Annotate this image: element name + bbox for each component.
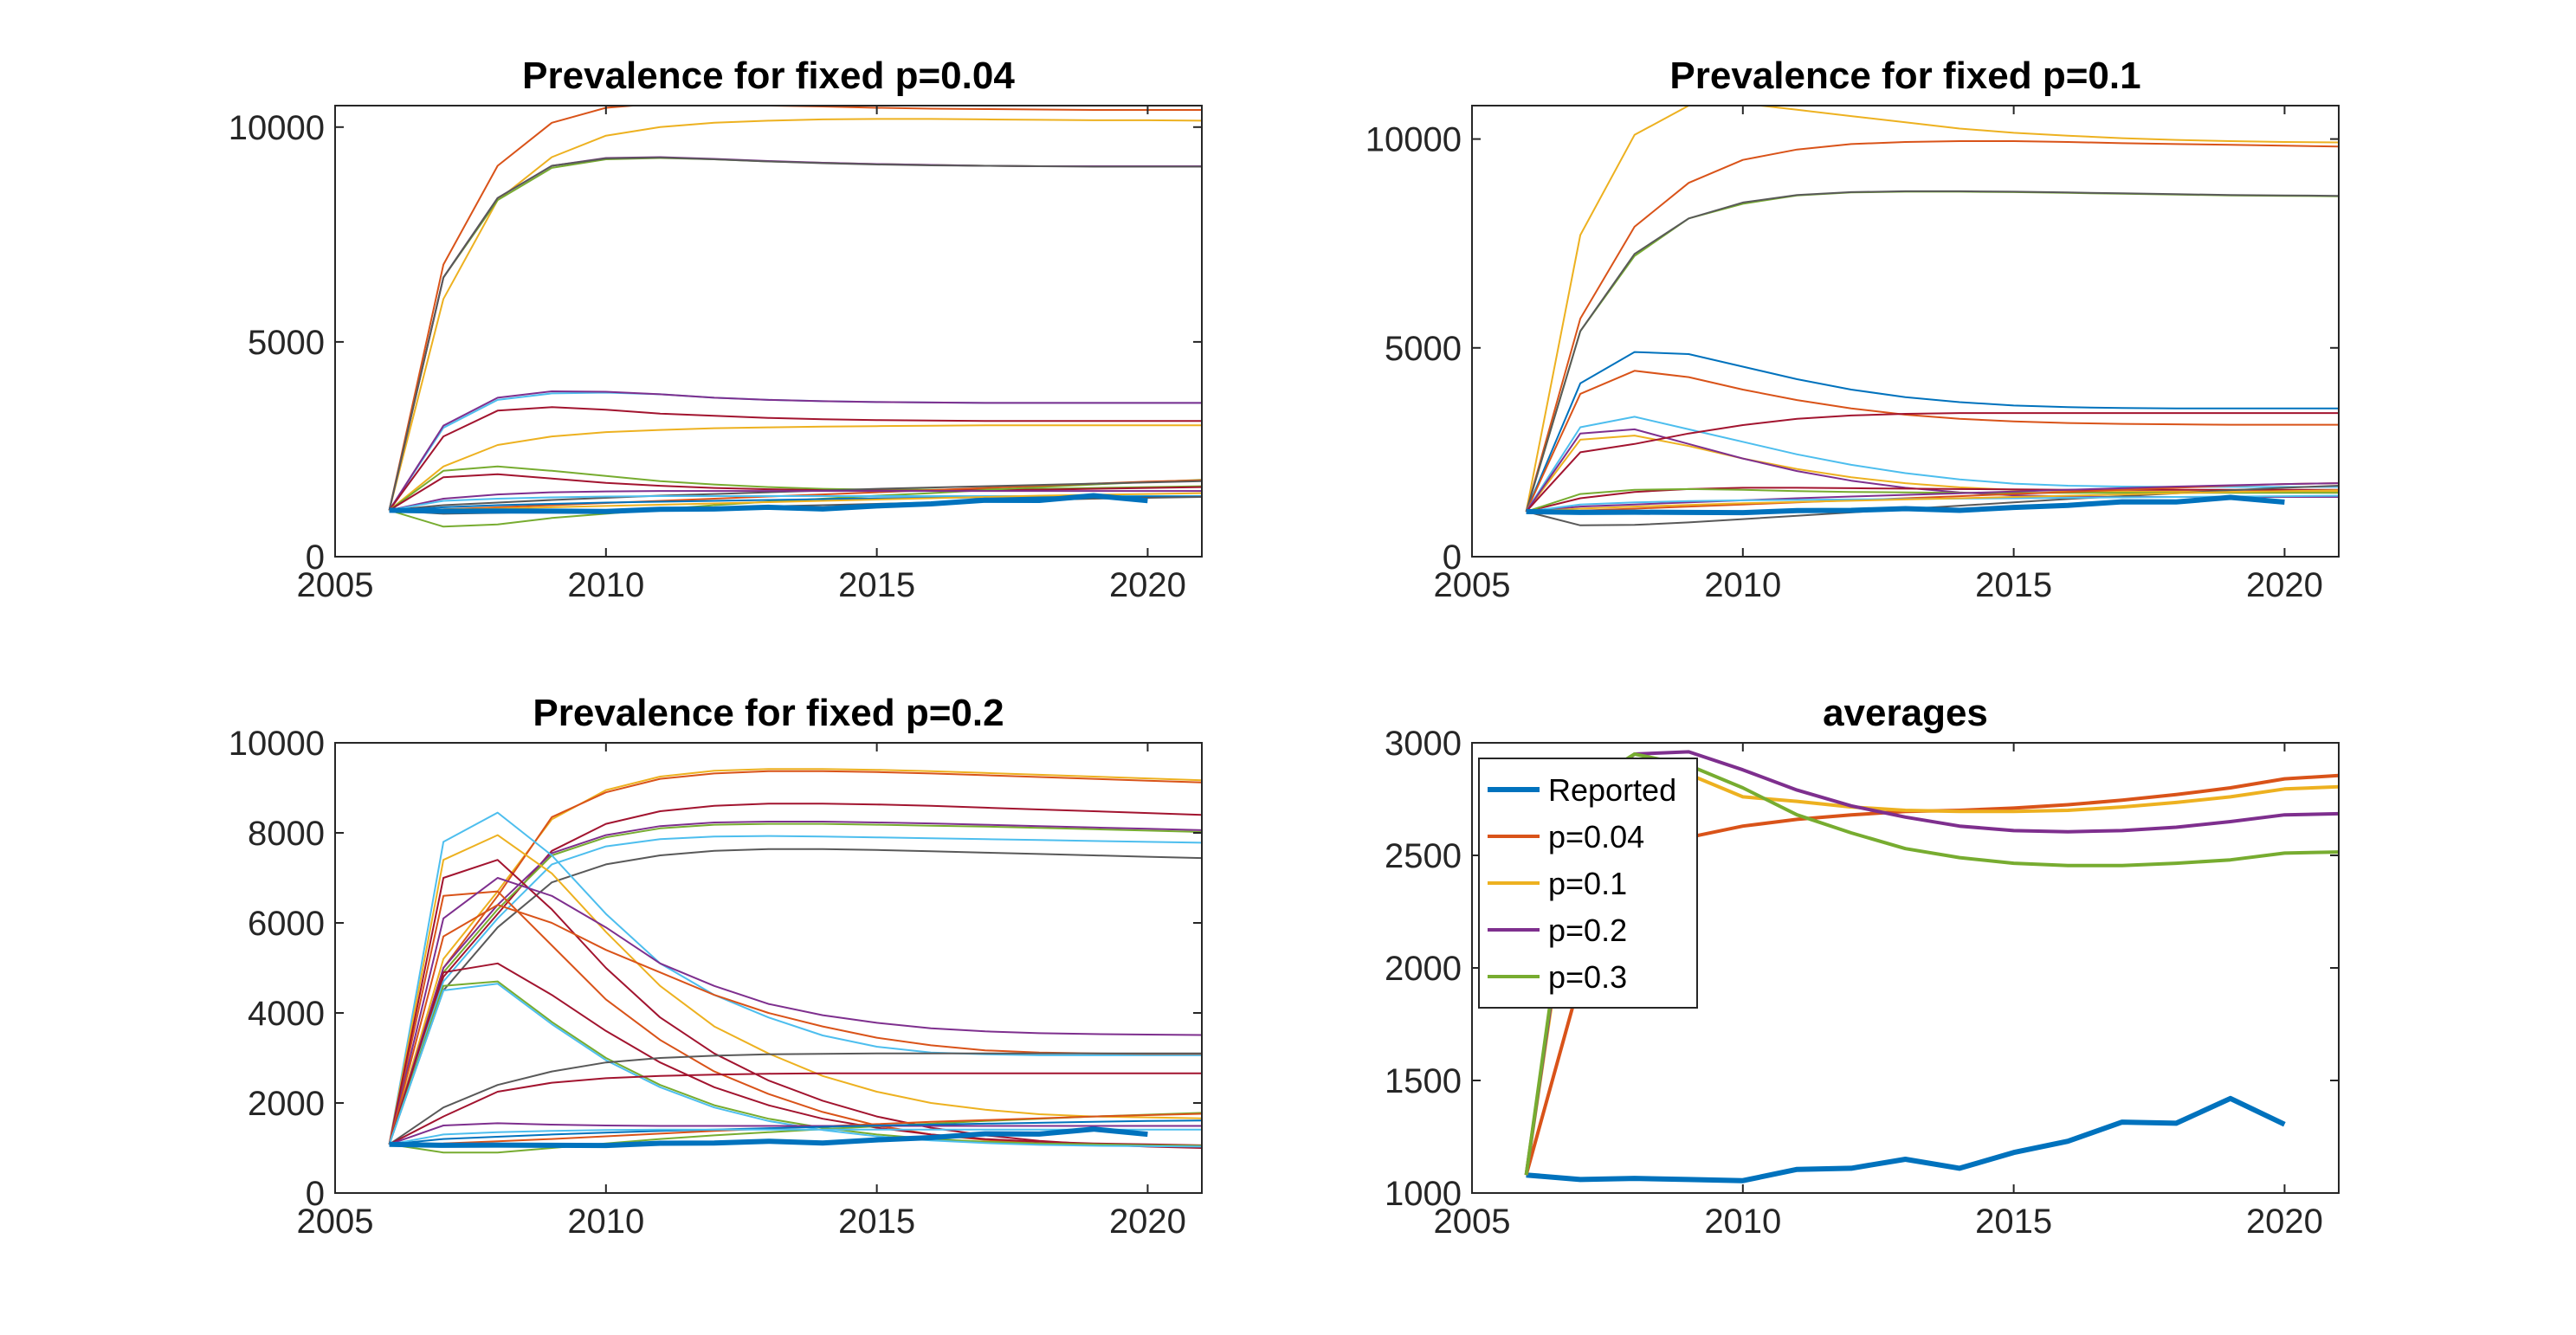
sim-line-11 — [388, 859, 1202, 1149]
y-tick-label: 2500 — [1385, 837, 1462, 875]
x-tick-label: 2010 — [567, 566, 644, 604]
legend: Reported p=0.04 p=0.1 p=0.2 p=0.3 — [1478, 758, 1698, 1009]
sim-line-2 — [1525, 140, 2339, 513]
x-tick-label: 2020 — [2246, 566, 2323, 604]
y-tick-label: 1000 — [1385, 1175, 1462, 1213]
sim-line-7 — [388, 390, 1202, 511]
y-tick-label: 10000 — [229, 109, 325, 147]
sim-line-8 — [388, 406, 1202, 511]
sim-line-12 — [388, 877, 1202, 1145]
sim-line-17 — [1526, 489, 2339, 513]
axes-box — [334, 742, 1203, 1194]
chart-panel-2: Prevalence for fixed p=0.1 2005 2010 2015 20… — [1365, 55, 2340, 604]
series-line-reported — [1526, 1095, 2286, 1183]
sim-line-21 — [389, 1122, 1202, 1145]
legend-entry: p=0.04 — [1548, 819, 1644, 855]
y-tick-label: 1500 — [1385, 1062, 1462, 1100]
sim-line-3 — [1525, 190, 2339, 513]
chart-title: Prevalence for fixed p=0.04 — [522, 55, 1015, 97]
x-tick-label: 2015 — [838, 566, 915, 604]
reported-line — [1526, 494, 2285, 516]
reported-line — [389, 493, 1148, 514]
sim-line-15 — [1526, 482, 2339, 513]
y-tick-label: 3000 — [1385, 725, 1462, 763]
y-tick-label: 8000 — [248, 815, 325, 853]
x-tick-label: 2015 — [838, 1203, 915, 1241]
sim-line-10 — [1525, 412, 2339, 513]
x-tick-label: 2010 — [567, 1203, 644, 1241]
sim-line-4 — [1525, 190, 2339, 513]
y-tick-label: 0 — [306, 539, 325, 577]
sim-line-11 — [389, 473, 1202, 512]
sim-line-12 — [389, 479, 1202, 528]
y-tick-label: 6000 — [248, 905, 325, 943]
x-tick-label: 2020 — [2246, 1203, 2323, 1241]
chart-title: averages — [1823, 692, 1988, 734]
sim-line-4 — [388, 822, 1202, 1145]
plot-area — [1525, 106, 2339, 526]
y-tick-label: 0 — [306, 1175, 325, 1213]
sim-line-5 — [1525, 351, 2339, 513]
plot-area — [388, 106, 1202, 528]
chart-title: Prevalence for fixed p=0.1 — [1669, 55, 2140, 97]
axes-box — [1471, 105, 2340, 558]
sim-line-11 — [1526, 487, 2339, 513]
chart-panel-1: Prevalence for fixed p=0.04 2005 2010 2015 2… — [229, 55, 1203, 604]
legend-entry: p=0.1 — [1548, 866, 1627, 901]
x-tick-label: 2015 — [1975, 566, 2052, 604]
sim-line-4 — [388, 156, 1202, 511]
x-tick-label: 2020 — [1109, 1203, 1186, 1241]
y-tick-label: 10000 — [229, 725, 325, 763]
x-tick-label: 2015 — [1975, 1203, 2052, 1241]
x-tick-label: 2005 — [297, 1203, 374, 1241]
x-tick-label: 2020 — [1109, 566, 1186, 604]
sim-line-1 — [388, 106, 1202, 511]
sim-line-1 — [388, 768, 1202, 1145]
y-tick-label: 5000 — [248, 324, 325, 362]
sim-line-5 — [388, 821, 1202, 1145]
axes-box — [334, 105, 1203, 558]
sim-line-9 — [388, 424, 1202, 512]
y-tick-label: 2000 — [248, 1085, 325, 1123]
y-tick-label: 2000 — [1385, 950, 1462, 988]
legend-entry: p=0.3 — [1548, 959, 1627, 995]
y-tick-label: 10000 — [1365, 121, 1462, 159]
series-line-p-0-2 — [1524, 750, 2339, 1176]
y-tick-label: 0 — [1443, 539, 1462, 577]
sim-line-6 — [1525, 370, 2339, 513]
legend-entry: p=0.2 — [1548, 913, 1627, 948]
sim-line-8 — [388, 811, 1202, 1145]
plot-area — [388, 768, 1202, 1154]
sim-line-15 — [388, 980, 1202, 1147]
sim-line-1 — [1525, 106, 2339, 513]
x-tick-label: 2005 — [1434, 1203, 1511, 1241]
x-tick-label: 2010 — [1704, 566, 1781, 604]
sim-line-7 — [388, 848, 1202, 1145]
chart-title: Prevalence for fixed p=0.2 — [533, 692, 1004, 734]
sim-line-18 — [389, 1072, 1202, 1145]
chart-panel-3: Prevalence for fixed p=0.2 2005 2010 2015 20… — [229, 692, 1203, 1241]
sim-line-15 — [389, 490, 1202, 512]
sim-line-2 — [388, 118, 1202, 511]
x-tick-label: 2005 — [1434, 566, 1511, 604]
sim-line-2 — [388, 770, 1202, 1145]
sim-line-3 — [388, 157, 1202, 511]
chart-panel-4: averages 2005 2010 2015 2020 1000 1500 2000 2500… — [1385, 692, 2340, 1241]
sim-line-14 — [388, 962, 1202, 1146]
legend-entry: Reported — [1548, 772, 1676, 808]
x-tick-label: 2005 — [297, 566, 374, 604]
sim-line-22 — [389, 1119, 1202, 1145]
y-tick-label: 5000 — [1385, 330, 1462, 368]
sim-line-6 — [388, 835, 1202, 1145]
sim-line-9 — [388, 834, 1202, 1145]
reported-line — [389, 1126, 1148, 1149]
sim-line-17 — [389, 1052, 1202, 1145]
sim-line-19 — [389, 492, 1202, 512]
sim-line-5 — [388, 157, 1202, 511]
x-tick-label: 2010 — [1704, 1203, 1781, 1241]
sim-line-13 — [388, 904, 1202, 1145]
y-tick-label: 4000 — [248, 995, 325, 1033]
